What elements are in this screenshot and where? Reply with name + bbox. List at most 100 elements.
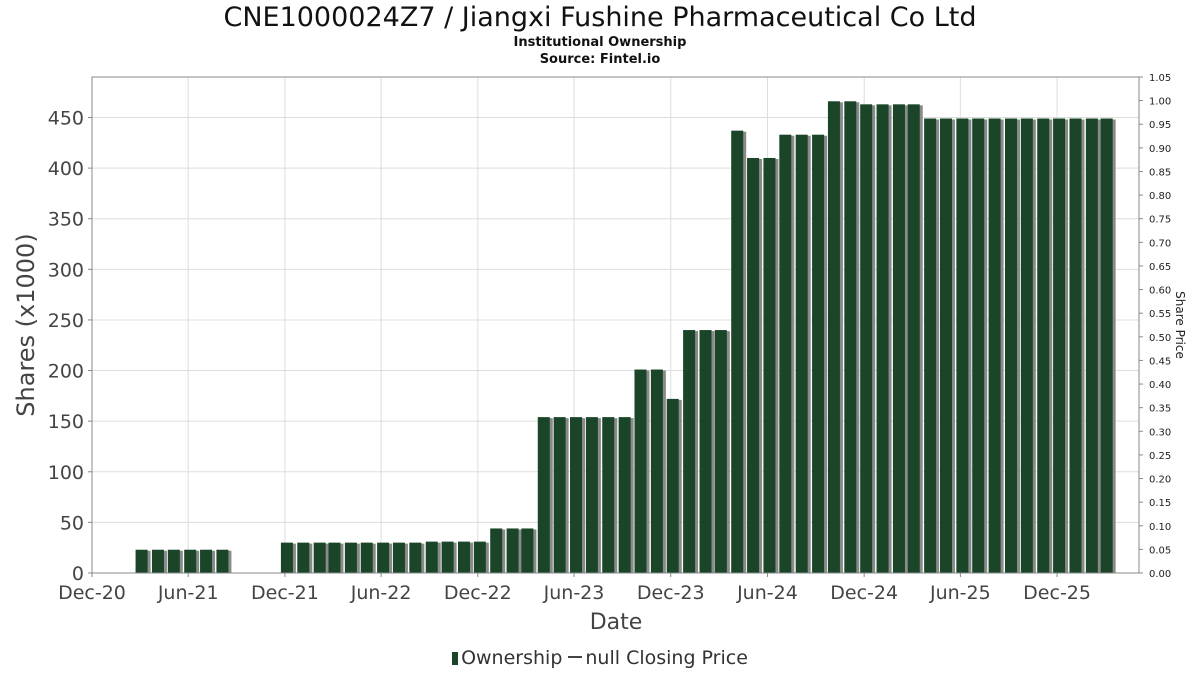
legend-item-price: null Closing Price <box>585 647 748 669</box>
y2-tick-label: 0.05 <box>1149 545 1171 556</box>
bar <box>457 541 470 573</box>
y2-tick-label: 0.55 <box>1149 309 1171 320</box>
y2-tick-label: 0.25 <box>1149 451 1171 462</box>
bar <box>939 118 952 573</box>
y2-tick-label: 0.75 <box>1149 215 1171 226</box>
bar <box>1020 118 1033 573</box>
bar <box>313 542 326 573</box>
y-tick-label: 150 <box>48 411 84 433</box>
legend-item-ownership: Ownership <box>461 647 563 669</box>
bar <box>602 417 615 573</box>
x-tick-label: Dec-20 <box>58 582 126 604</box>
bar <box>360 542 373 573</box>
y2-tick-label: 0.15 <box>1149 498 1171 509</box>
bar <box>167 549 180 573</box>
bar <box>795 134 808 574</box>
bar <box>490 528 503 573</box>
bar <box>812 134 825 574</box>
y-axis-label: Shares (x1000) <box>12 233 40 416</box>
bar <box>666 398 679 573</box>
plot-frame <box>91 76 1140 574</box>
chart-subtitle: Institutional Ownership <box>513 35 687 50</box>
x-tick-label: Jun-25 <box>929 582 991 604</box>
y2-axis-label: Share Price <box>1173 291 1187 359</box>
y2-tick-label: 0.10 <box>1149 522 1171 533</box>
y2-tick-label: 0.30 <box>1149 427 1171 438</box>
bar <box>1004 118 1017 573</box>
x-axis-label: Date <box>590 610 643 635</box>
y-tick-label: 0 <box>72 563 84 585</box>
x-tick-label: Jun-24 <box>736 582 798 604</box>
bar <box>634 369 647 573</box>
bar <box>585 417 598 573</box>
ownership-legend-swatch <box>452 652 459 665</box>
y2-tick-label: 0.80 <box>1149 191 1171 202</box>
y2-tick-label: 0.50 <box>1149 333 1171 344</box>
bar <box>907 104 920 573</box>
bar <box>473 541 486 573</box>
bar <box>892 104 905 573</box>
bar <box>1069 118 1082 573</box>
bar <box>328 542 341 573</box>
x-tick-label: Dec-22 <box>444 582 512 604</box>
y2-tick-label: 1.00 <box>1149 97 1171 108</box>
y-tick-label: 200 <box>48 361 84 383</box>
bar <box>924 118 937 573</box>
bar <box>377 542 390 573</box>
bar <box>1053 118 1066 573</box>
bar <box>650 369 663 573</box>
bar <box>1100 118 1113 573</box>
bar <box>506 528 519 573</box>
x-tick-label: Dec-24 <box>830 582 898 604</box>
bar <box>683 330 696 573</box>
y-tick-label: 350 <box>48 209 84 231</box>
bar <box>860 104 873 573</box>
bar <box>618 417 631 573</box>
bar <box>537 417 550 573</box>
y2-tick-label: 0.00 <box>1149 569 1171 580</box>
x-axis-ticks: Dec-20 Jun-21 Dec-21 Jun-22 Dec-22 Jun-23 Dec-… <box>58 573 1091 604</box>
y-tick-label: 300 <box>48 259 84 281</box>
y2-tick-label: 0.20 <box>1149 475 1171 486</box>
bar <box>844 101 857 573</box>
bar <box>763 157 776 573</box>
bar <box>392 542 405 573</box>
y2-tick-label: 0.85 <box>1149 167 1171 178</box>
bar <box>972 118 985 573</box>
bar <box>409 542 422 573</box>
bar <box>570 417 583 573</box>
y2-tick-label: 1.05 <box>1149 73 1171 84</box>
bar <box>135 549 148 573</box>
y-tick-label: 250 <box>48 310 84 332</box>
x-tick-label: Dec-25 <box>1023 582 1091 604</box>
chart-source: Source: Fintel.io <box>539 52 661 67</box>
bar <box>827 101 840 573</box>
bar <box>441 541 454 573</box>
bar <box>1085 118 1098 573</box>
bar <box>521 528 534 573</box>
y-tick-label: 400 <box>48 158 84 180</box>
x-tick-label: Jun-21 <box>157 582 219 604</box>
bar <box>779 134 792 574</box>
bar <box>280 542 293 573</box>
x-tick-label: Dec-21 <box>251 582 319 604</box>
y2-tick-label: 0.45 <box>1149 356 1171 367</box>
chart-title: CNE1000024Z7 / Jiangxi Fushine Pharmaceu… <box>223 2 977 33</box>
bar <box>876 104 889 573</box>
bar <box>956 118 969 573</box>
bar <box>747 157 760 573</box>
y2-tick-label: 0.90 <box>1149 144 1171 155</box>
y2-axis-ticks: 0.00 0.05 0.10 0.15 0.20 0.25 0.30 0.35 0.40 0.45… <box>1139 73 1171 580</box>
bar <box>151 549 164 573</box>
bar <box>344 542 357 573</box>
x-tick-label: Jun-22 <box>350 582 412 604</box>
bar <box>988 118 1001 573</box>
bar <box>200 549 213 573</box>
y2-tick-label: 0.35 <box>1149 404 1171 415</box>
y-tick-label: 100 <box>48 462 84 484</box>
x-tick-label: Dec-23 <box>637 582 705 604</box>
bar <box>184 549 197 573</box>
y-tick-label: 50 <box>60 512 84 534</box>
bar <box>553 417 566 573</box>
